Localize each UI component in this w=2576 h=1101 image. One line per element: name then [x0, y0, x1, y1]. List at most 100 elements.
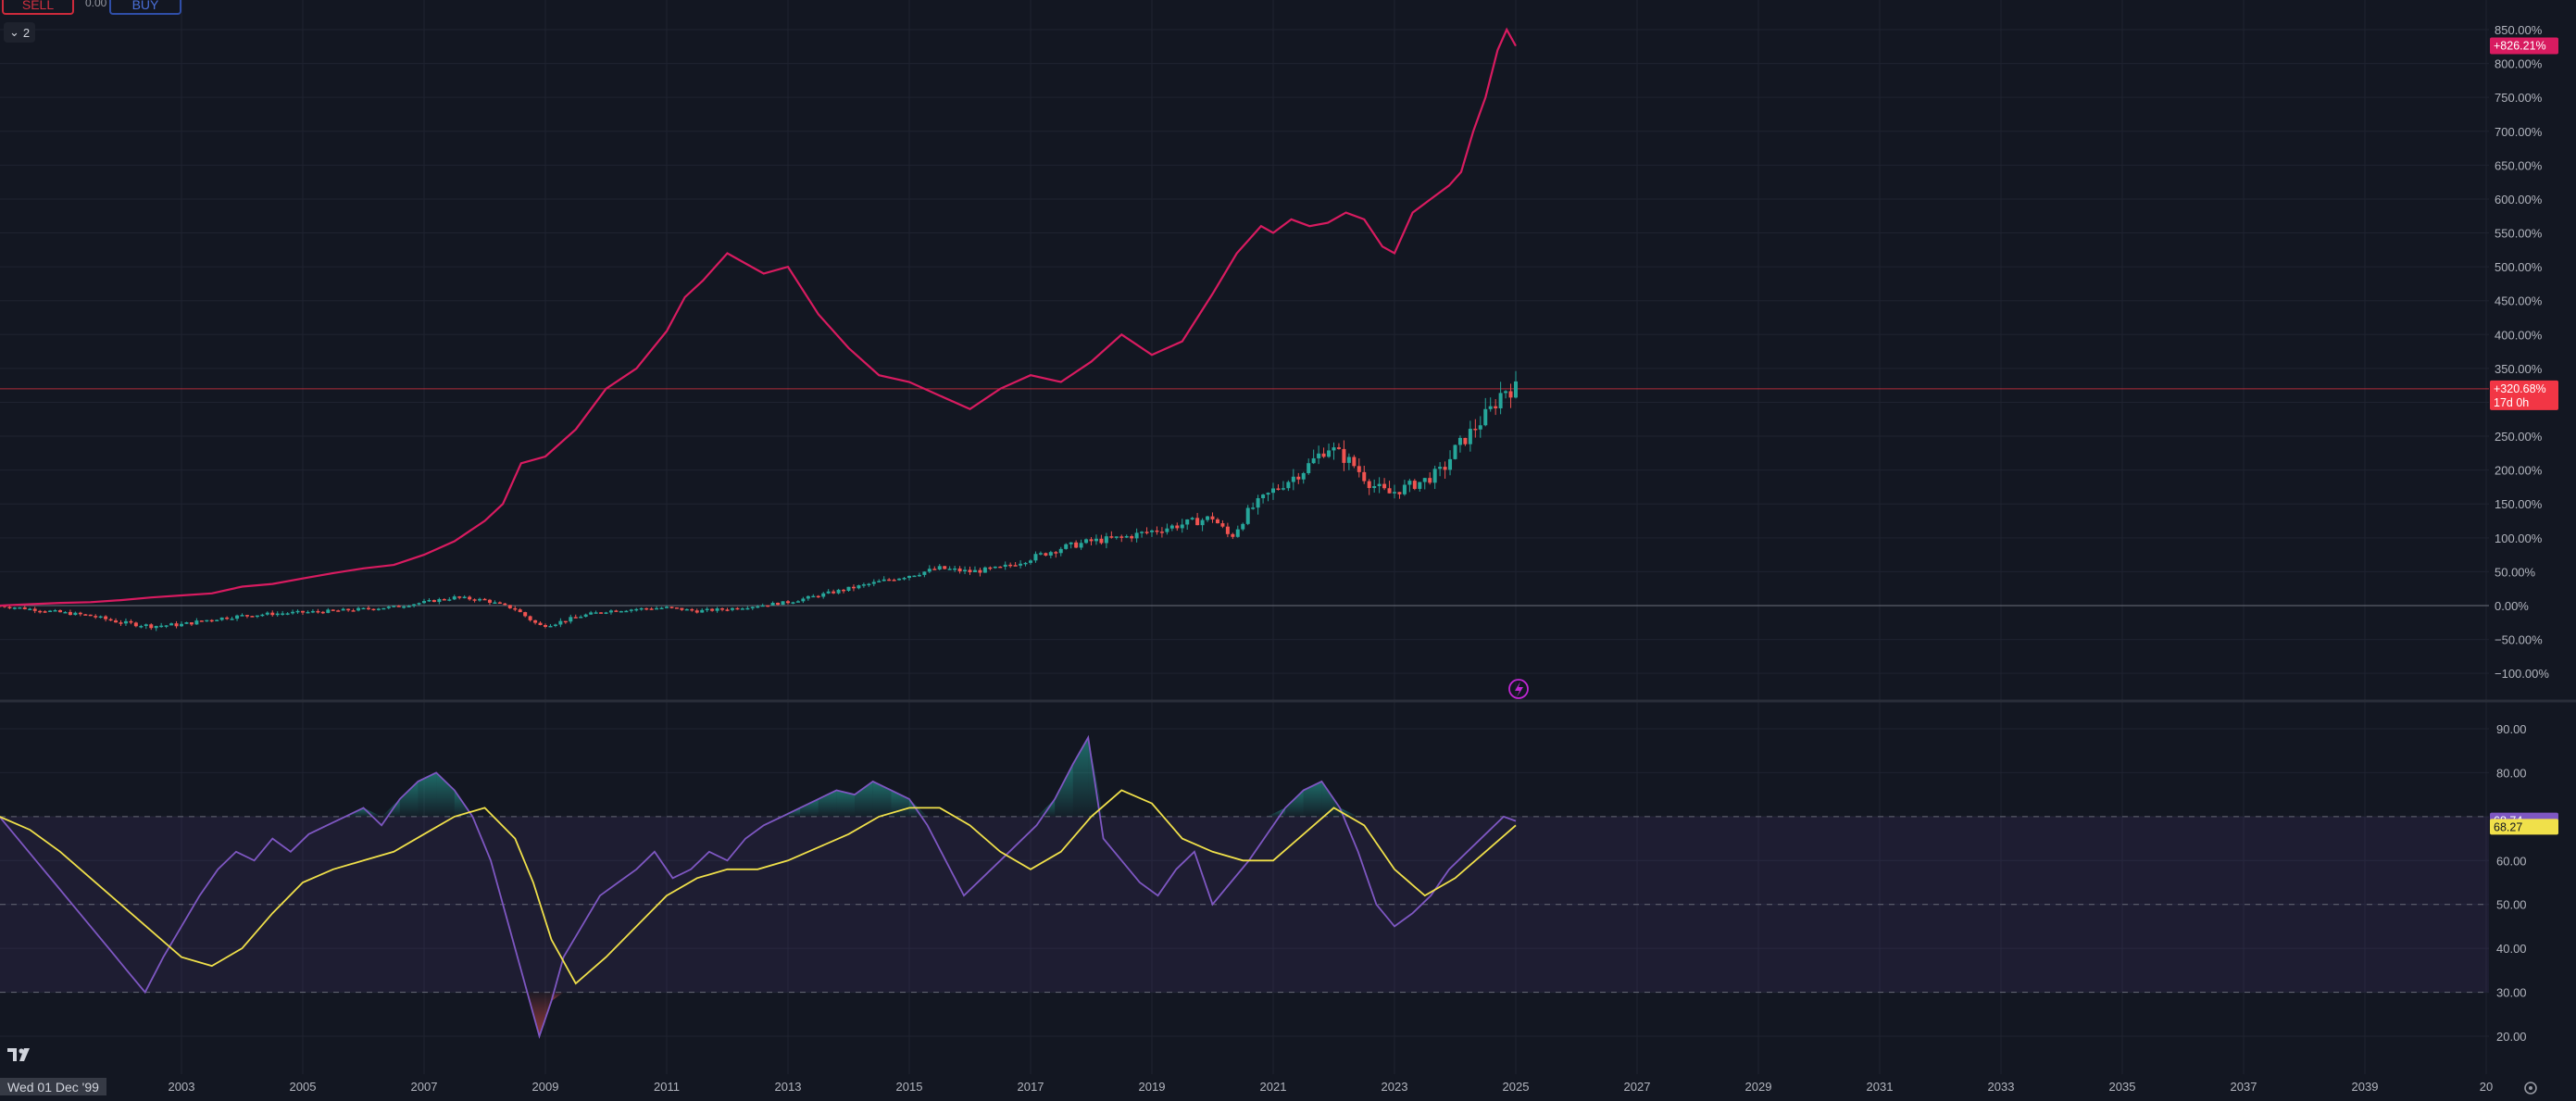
time-tick-label: 20 [2480, 1080, 2493, 1094]
candle [1084, 538, 1089, 544]
candle [770, 601, 775, 606]
candle [215, 619, 219, 621]
candle [720, 607, 725, 612]
sell-button[interactable]: SELL [2, 0, 74, 15]
candle [306, 610, 310, 614]
candle [1387, 481, 1392, 494]
candle [452, 594, 456, 601]
candle [149, 623, 154, 631]
time-tick-label: 2007 [411, 1080, 438, 1094]
candle [260, 613, 265, 618]
candle [462, 594, 467, 599]
candle [680, 607, 684, 611]
candle [1483, 397, 1488, 427]
candle [1463, 437, 1468, 446]
candle [1478, 416, 1482, 438]
candle [766, 605, 770, 607]
candle [1094, 534, 1098, 545]
candle [579, 615, 583, 619]
candle [1165, 523, 1169, 535]
candle [1003, 561, 1007, 570]
candle [326, 607, 331, 614]
price-tick-label: 150.00% [2495, 497, 2543, 511]
candle [1175, 522, 1180, 532]
candle [1357, 458, 1361, 478]
collapse-panes-button[interactable]: ⌄ 2 [4, 22, 36, 43]
candle [947, 566, 952, 570]
candle [553, 623, 557, 628]
candle [1311, 449, 1316, 465]
candle [94, 614, 98, 619]
price-axis[interactable]: 850.00% 800.00% 750.00% 700.00% 650.00% 600.0… [2495, 23, 2549, 681]
candle [791, 601, 795, 605]
candle [750, 606, 755, 610]
time-tick-label: 2019 [1139, 1080, 1166, 1094]
candle [291, 609, 295, 615]
candle [589, 610, 594, 616]
candle [1422, 477, 1427, 490]
svg-text:17d 0h: 17d 0h [2494, 396, 2529, 409]
time-tick-label: 2017 [1018, 1080, 1044, 1094]
candle [1159, 527, 1164, 538]
candle [1266, 492, 1270, 502]
candle [644, 607, 649, 611]
candle [730, 607, 734, 612]
lightning-icon[interactable] [1508, 679, 1529, 699]
buy-button[interactable]: BUY [109, 0, 181, 15]
candle [1317, 445, 1321, 465]
candle [1109, 531, 1114, 539]
candle [1382, 478, 1387, 491]
candle [1200, 518, 1205, 532]
candle [1372, 479, 1377, 493]
candle [1397, 492, 1402, 499]
candle [619, 610, 623, 613]
rsi-tick-label: 60.00 [2496, 854, 2527, 868]
candle [998, 566, 1003, 569]
candle [478, 597, 482, 602]
candle [1124, 534, 1129, 539]
candle [1079, 539, 1083, 550]
candle [725, 607, 730, 612]
candle [538, 620, 543, 626]
candle [1114, 536, 1119, 540]
price-tick-label: 200.00% [2495, 464, 2543, 478]
candle [1412, 479, 1417, 491]
time-tick-label: 2035 [2109, 1080, 2136, 1094]
candle [32, 607, 37, 614]
time-tick-label: 2027 [1624, 1080, 1651, 1094]
tradingview-logo[interactable] [7, 1046, 35, 1068]
candle [1498, 382, 1503, 415]
candle [1044, 552, 1048, 557]
candle [1220, 519, 1225, 529]
candle [1150, 529, 1154, 537]
candle [811, 594, 816, 598]
candle [310, 608, 315, 614]
candle [760, 603, 765, 607]
gear-icon[interactable] [2522, 1080, 2539, 1096]
candle [1134, 528, 1139, 543]
candle [1231, 532, 1235, 540]
candle [1210, 512, 1215, 523]
candle [1286, 480, 1291, 492]
candle [412, 604, 417, 608]
candle [38, 609, 43, 614]
candle [1332, 442, 1336, 460]
time-axis[interactable]: 2003 2005 2007 2009 2011 2013 2015 2017 2019 2021… [169, 1080, 2494, 1094]
candle [558, 618, 563, 628]
candle [1140, 531, 1144, 538]
time-tick-label: 2009 [532, 1080, 559, 1094]
candle [468, 595, 472, 601]
candle [1058, 546, 1063, 557]
candle [715, 607, 719, 613]
price-tick-label: 250.00% [2495, 430, 2543, 444]
candle [472, 598, 477, 603]
candle [1245, 505, 1250, 526]
candle [795, 600, 800, 603]
candle [1438, 462, 1443, 477]
candle [649, 607, 654, 610]
candle [1367, 479, 1371, 495]
candle [507, 605, 512, 609]
